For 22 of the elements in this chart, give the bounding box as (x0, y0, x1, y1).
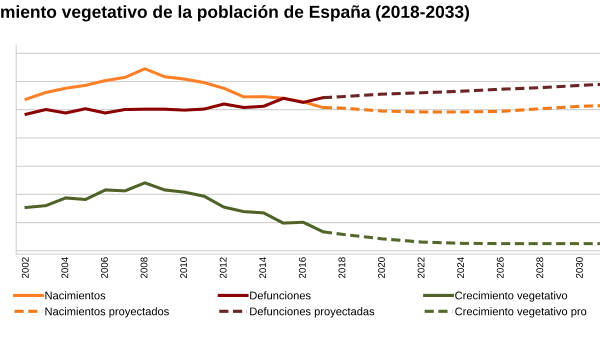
x-tick-label: 2004 (61, 257, 68, 278)
chart-title: miento vegetativo de la población de España (2018-2033) (1, 5, 470, 22)
legend-label: Nacimientos (45, 291, 106, 300)
x-tick-label: 2024 (457, 257, 464, 278)
x-tick-label: 2006 (100, 257, 108, 278)
x-tick-label: 2020 (378, 257, 385, 278)
x-tick-label: 2030 (576, 257, 583, 278)
x-tick-label: 2016 (298, 257, 306, 278)
x-tick-label: 2010 (180, 257, 188, 278)
legend-label: Defunciones proyectadas (250, 307, 374, 318)
x-tick-label: 2008 (140, 257, 148, 278)
legend-label: Crecimiento vegetativo (455, 291, 568, 302)
x-tick-label: 2012 (220, 257, 227, 278)
x-tick-label: 2018 (338, 257, 346, 278)
legend-label: Crecimiento vegetativo pro (455, 307, 586, 318)
x-tick-label: 2022 (418, 257, 424, 278)
x-tick-label: 2002 (22, 257, 29, 278)
legend-label: Defunciones (250, 291, 311, 300)
legend-label: Nacimientos proyectados (45, 307, 169, 318)
x-tick-label: 2028 (536, 257, 544, 278)
x-tick-label: 2026 (496, 257, 504, 278)
x-tick-label: 2014 (259, 257, 266, 278)
